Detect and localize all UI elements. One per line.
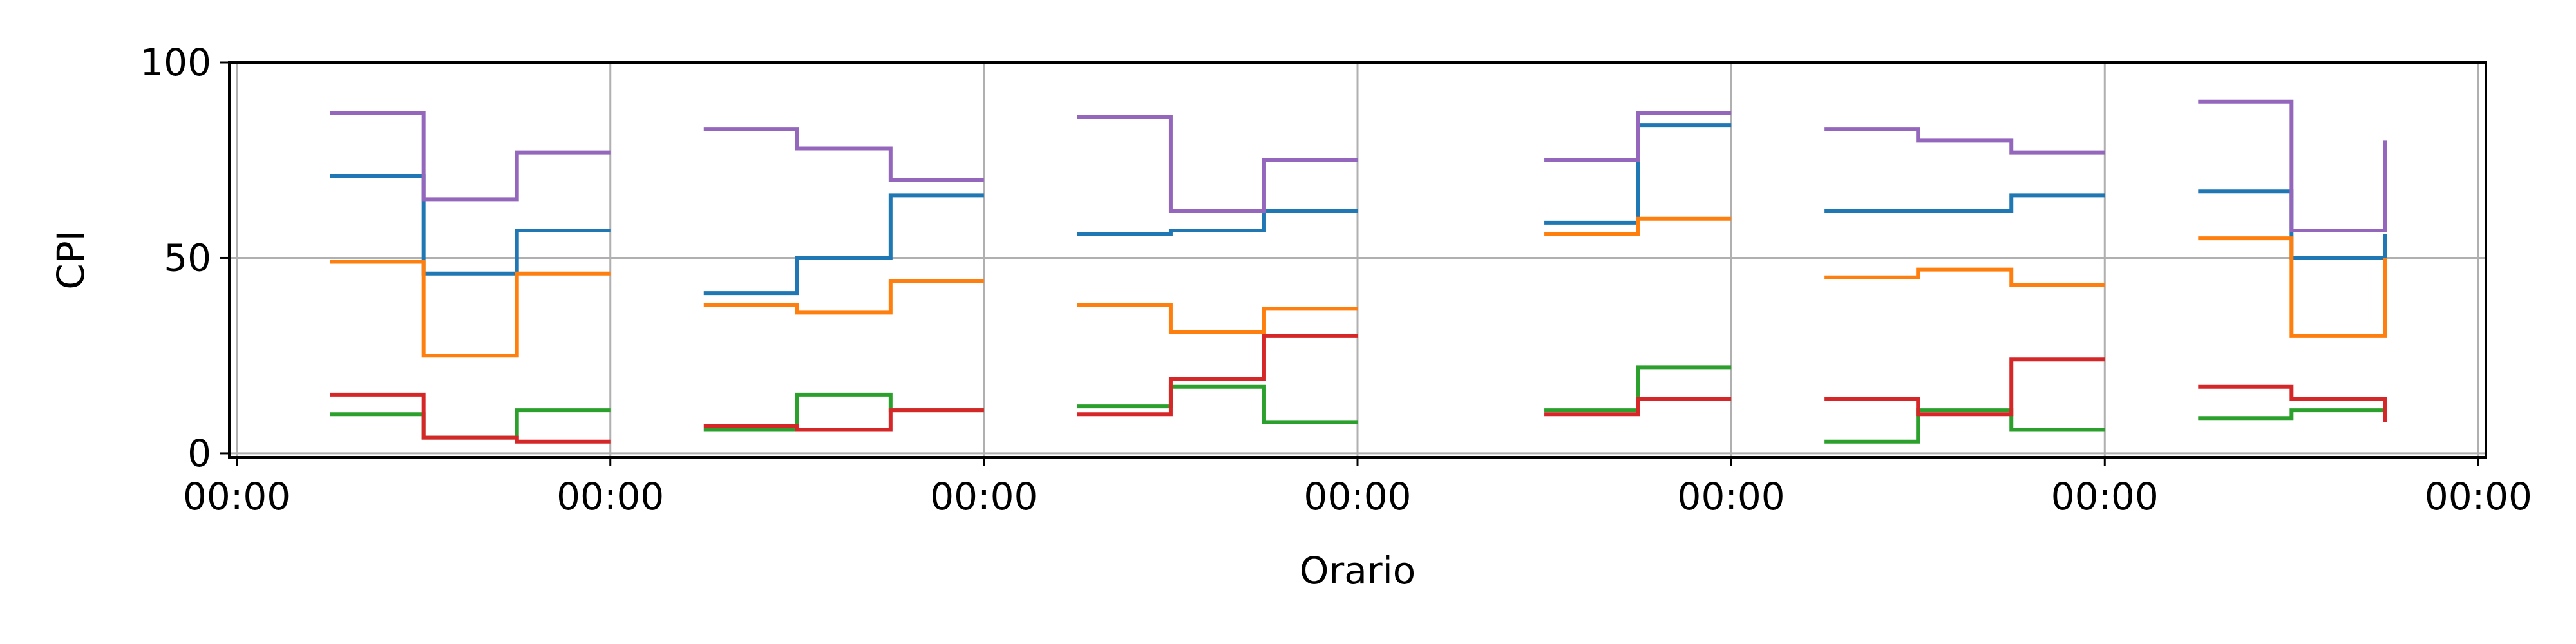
series-line-green-group-4 (1544, 365, 1732, 413)
x-tick-label: 00:00 (2425, 475, 2532, 518)
series-line-green-group-3 (1077, 384, 1358, 424)
x-tick-label: 00:00 (556, 475, 664, 518)
y-axis-label: CPI (49, 230, 93, 290)
series-line-orange-group-3 (1077, 303, 1358, 334)
series-line-purple-group-4 (1544, 111, 1732, 162)
x-axis-label: Orario (1300, 549, 1416, 592)
x-tick-label: 00:00 (183, 475, 290, 518)
series-line-orange-group-4 (1544, 216, 1732, 237)
series-line-red-group-5 (1824, 357, 2105, 417)
series-line-red-group-2 (703, 408, 984, 432)
y-tick-label: 100 (140, 41, 211, 84)
x-tick-label: 00:00 (1303, 475, 1411, 518)
series-line-purple-group-6 (2198, 99, 2387, 232)
series-line-blue-group-2 (703, 193, 984, 296)
series-line-purple-group-1 (330, 111, 611, 202)
series-line-red-group-1 (330, 392, 611, 444)
series-line-blue-group-3 (1077, 209, 1358, 237)
series-line-orange-group-2 (703, 279, 984, 315)
grid (229, 61, 2486, 457)
ticks: 00:00 00:00 00:00 00:00 00:00 00:00 00:0005010… (140, 41, 2532, 518)
series-line-purple-group-5 (1824, 127, 2105, 155)
plot-area (330, 99, 2387, 444)
series-line-blue-group-5 (1824, 193, 2105, 213)
series-line-red-group-3 (1077, 334, 1358, 417)
x-tick-label: 00:00 (930, 475, 1037, 518)
series-line-red-group-6 (2198, 384, 2387, 422)
y-tick-label: 50 (164, 236, 211, 279)
series-line-orange-group-6 (2198, 236, 2387, 338)
x-tick-label: 00:00 (2051, 475, 2159, 518)
series-line-green-group-5 (1824, 408, 2105, 444)
series-line-green-group-1 (330, 408, 611, 440)
series-line-blue-group-4 (1544, 123, 1732, 225)
series-line-red-group-4 (1544, 396, 1732, 417)
series-line-blue-group-1 (330, 174, 611, 276)
series-line-purple-group-2 (703, 127, 984, 182)
series-line-orange-group-1 (330, 260, 611, 358)
x-tick-label: 00:00 (1678, 475, 1785, 518)
series-line-purple-group-3 (1077, 115, 1358, 213)
series-line-green-group-6 (2198, 408, 2385, 421)
series-line-orange-group-5 (1824, 267, 2105, 287)
y-tick-label: 0 (187, 431, 211, 475)
